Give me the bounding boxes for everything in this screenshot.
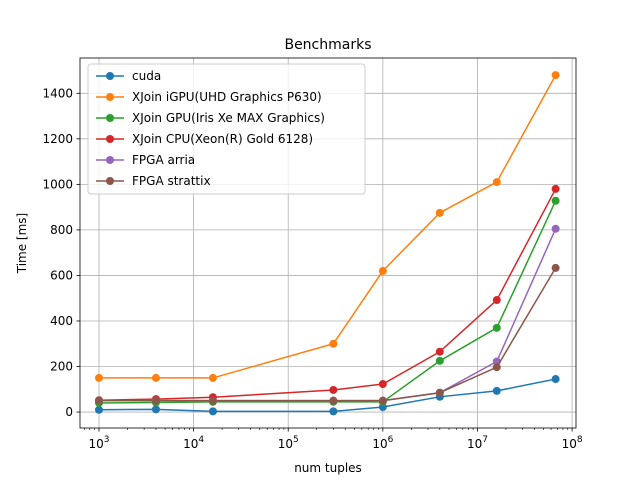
data-point — [435, 347, 444, 356]
legend-label: FPGA strattix — [132, 174, 211, 188]
series-5 — [94, 263, 560, 405]
series-line — [98, 267, 557, 402]
y-tick-label: 1000 — [42, 177, 73, 191]
data-point — [551, 196, 560, 205]
legend-swatch-marker — [106, 114, 114, 122]
series-1 — [94, 71, 560, 382]
data-point — [94, 405, 103, 414]
data-point — [378, 380, 387, 389]
data-point — [551, 375, 560, 384]
x-tick-exponent: 6 — [388, 435, 394, 445]
x-axis-label: num tuples — [294, 461, 362, 475]
data-point — [94, 373, 103, 382]
data-point — [435, 388, 444, 397]
series-layer — [94, 71, 560, 416]
legend-swatch-marker — [106, 93, 114, 101]
y-tick-label: 0 — [65, 405, 73, 419]
legend-swatch-marker — [106, 135, 114, 143]
data-point — [492, 178, 501, 187]
series-0 — [94, 375, 560, 416]
legend-box — [87, 63, 366, 195]
data-point — [329, 385, 338, 394]
legend-swatch-marker — [106, 72, 114, 80]
legend-label: XJoin iGPU(UHD Graphics P630) — [132, 90, 322, 104]
legend-item: XJoin CPU(Xeon(R) Gold 6128) — [96, 132, 313, 146]
legend-item: cuda — [96, 69, 161, 83]
series-line — [98, 200, 557, 404]
legend-item: FPGA arria — [96, 153, 195, 167]
data-point — [208, 407, 217, 416]
data-point — [551, 224, 560, 233]
data-point — [492, 386, 501, 395]
y-tick-label: 1200 — [42, 132, 73, 146]
y-tick-label: 800 — [50, 223, 73, 237]
data-point — [551, 263, 560, 272]
x-tick-exponent: 4 — [198, 435, 204, 445]
data-point — [208, 396, 217, 405]
data-point — [378, 396, 387, 405]
legend-label: XJoin CPU(Xeon(R) Gold 6128) — [132, 132, 313, 146]
data-point — [492, 363, 501, 372]
data-point — [551, 71, 560, 80]
legend-swatch-marker — [106, 156, 114, 164]
data-point — [492, 323, 501, 332]
y-axis-label: Time [ms] — [15, 213, 29, 275]
x-tick-exponent: 8 — [577, 435, 583, 445]
chart-title: Benchmarks — [284, 37, 371, 53]
data-point — [151, 405, 160, 414]
legend-item: FPGA strattix — [96, 174, 211, 188]
data-point — [378, 266, 387, 275]
series-line — [98, 188, 557, 401]
plot-frame — [79, 57, 577, 429]
data-point — [329, 339, 338, 348]
data-point — [151, 396, 160, 405]
legend-item: XJoin iGPU(UHD Graphics P630) — [96, 90, 322, 104]
legend-label: XJoin GPU(Iris Xe MAX Graphics) — [132, 111, 325, 125]
data-point — [329, 396, 338, 405]
x-tick-exponent: 3 — [104, 435, 110, 445]
data-point — [94, 396, 103, 405]
data-point — [208, 373, 217, 382]
data-point — [329, 407, 338, 416]
y-tick-label: 600 — [50, 268, 73, 282]
legend-label: cuda — [132, 69, 161, 83]
data-point — [151, 373, 160, 382]
y-tick-label: 1400 — [42, 86, 73, 100]
series-line — [98, 74, 557, 379]
y-tick-label: 400 — [50, 314, 73, 328]
y-tick-label: 200 — [50, 360, 73, 374]
x-tick-exponent: 5 — [293, 435, 299, 445]
legend-swatch-marker — [106, 177, 114, 185]
x-tick-exponent: 7 — [482, 435, 488, 445]
legend: cuda XJoin iGPU(UHD Graphics P630) XJoin G… — [87, 63, 366, 195]
legend-item: XJoin GPU(Iris Xe MAX Graphics) — [96, 111, 325, 125]
legend-label: FPGA arria — [132, 153, 195, 167]
data-point — [435, 356, 444, 365]
series-line — [98, 378, 556, 413]
data-point — [551, 184, 560, 193]
data-point — [492, 296, 501, 305]
data-point — [435, 208, 444, 217]
